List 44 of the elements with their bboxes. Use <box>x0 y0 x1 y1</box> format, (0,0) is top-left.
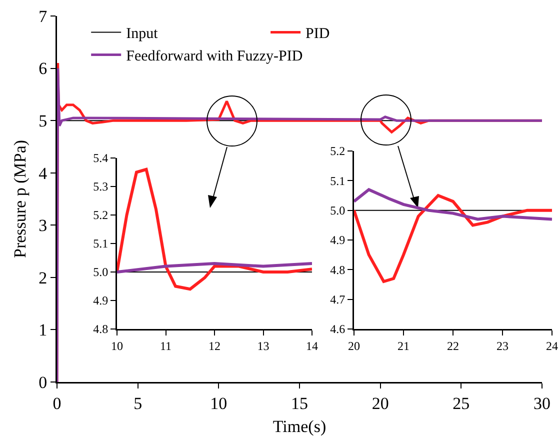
y-tick-label: 5 <box>38 112 48 131</box>
x-tick-label: 20 <box>372 394 389 413</box>
y-tick-label: 3 <box>38 216 48 236</box>
x-axis-title: Time(s) <box>272 417 326 436</box>
y-tick-label: 4.7 <box>330 292 346 307</box>
x-tick-label: 13 <box>257 338 270 353</box>
y-axis-title: Pressure p (MPa) <box>10 140 30 258</box>
x-tick-label: 14 <box>306 338 318 353</box>
y-tick-label: 0 <box>38 372 48 392</box>
x-tick-label: 22 <box>447 338 459 353</box>
y-tick-label: 2 <box>38 268 48 288</box>
legend-label: PID <box>306 26 330 42</box>
y-tick-label: 5.1 <box>330 174 346 188</box>
y-tick-label: 5.0 <box>330 204 346 218</box>
x-tick-label: 0 <box>52 394 62 413</box>
x-tick-label: 10 <box>111 338 123 353</box>
x-tick-label: 11 <box>160 338 172 353</box>
x-tick-label: 12 <box>208 338 220 353</box>
x-tick-label: 5 <box>134 394 142 413</box>
y-tick-label: 4.8 <box>330 262 346 277</box>
y-tick-label: 4.9 <box>330 233 346 248</box>
x-tick-label: 24 <box>546 338 558 353</box>
x-tick-label: 21 <box>398 338 410 353</box>
y-tick-label: 1 <box>38 320 48 340</box>
y-tick-label: 5.4 <box>93 151 108 166</box>
legend-label: Input <box>126 26 159 42</box>
x-tick-label: 20 <box>348 338 360 353</box>
legend-label: Feedforward with Fuzzy-PID <box>126 48 303 65</box>
y-tick-label: 5.2 <box>330 144 346 158</box>
y-tick-label: 5.1 <box>93 236 108 251</box>
y-tick-label: 4.9 <box>93 294 108 308</box>
x-tick-label: 15 <box>291 394 308 413</box>
y-tick-label: 6 <box>38 59 48 78</box>
y-tick-label: 7 <box>38 6 48 26</box>
y-tick-label: 5.3 <box>93 180 108 194</box>
x-tick-label: 25 <box>452 394 470 413</box>
y-tick-label: 4.8 <box>93 322 108 336</box>
y-tick-label: 4.6 <box>330 322 346 336</box>
x-tick-label: 23 <box>496 338 508 353</box>
x-tick-label: 30 <box>534 394 550 413</box>
y-tick-label: 4 <box>38 164 48 183</box>
y-tick-label: 5.2 <box>93 208 108 222</box>
y-tick-label: 5.0 <box>93 265 108 280</box>
x-tick-label: 10 <box>210 394 228 413</box>
